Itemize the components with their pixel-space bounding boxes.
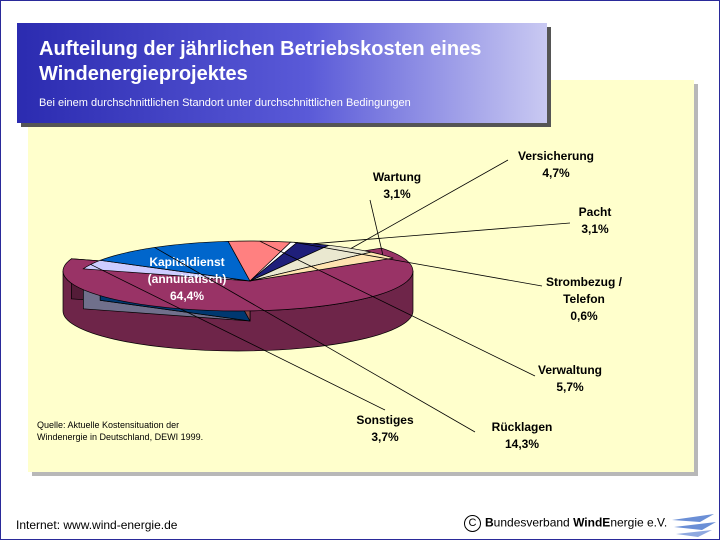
slice-label: Wartung 3,1% bbox=[373, 170, 421, 201]
leader-line bbox=[350, 159, 509, 249]
org-name-part: B bbox=[485, 515, 494, 530]
slice-name: Rücklagen bbox=[492, 420, 553, 434]
slice-label: Kapitaldienst (annuitätisch) 64,4% bbox=[148, 255, 227, 303]
leader-line bbox=[369, 199, 384, 256]
chart-title: Aufteilung der jährlichen Betriebskosten… bbox=[39, 38, 482, 85]
slice-value: 4,7% bbox=[542, 166, 570, 180]
website-link[interactable]: Internet: www.wind-energie.de bbox=[16, 518, 178, 532]
slice-name: Pacht bbox=[579, 205, 612, 219]
org-name-part: Wind bbox=[573, 515, 603, 530]
leader-line bbox=[313, 222, 571, 245]
organization-credit: C Bundesverband WindEnergie e.V. bbox=[464, 515, 667, 532]
slice-value: 5,7% bbox=[556, 380, 584, 394]
org-name-part: E bbox=[602, 515, 611, 530]
slice-name: Verwaltung bbox=[538, 363, 602, 377]
title-banner: Aufteilung der jährlichen Betriebskosten… bbox=[17, 23, 547, 123]
slice-value: 3,1% bbox=[383, 187, 411, 201]
slice-name: Sonstiges bbox=[356, 413, 414, 427]
leader-line bbox=[259, 240, 536, 377]
slice-label: Pacht 3,1% bbox=[579, 205, 612, 236]
slice-label: Strombezug / Telefon 0,6% bbox=[546, 275, 623, 323]
slice-label: Verwaltung 5,7% bbox=[538, 363, 602, 394]
leader-line bbox=[90, 264, 386, 411]
slice-label: Sonstiges 3,7% bbox=[356, 413, 414, 444]
slice-name: Wartung bbox=[373, 170, 421, 184]
slice-name: (annuitätisch) bbox=[148, 272, 227, 286]
copyright-icon: C bbox=[464, 515, 481, 532]
slice-value: 0,6% bbox=[570, 309, 598, 323]
slice-name: Kapitaldienst bbox=[149, 255, 224, 269]
slice-value: 3,1% bbox=[581, 222, 609, 236]
org-name-part: undesverband bbox=[493, 515, 574, 530]
slice-label: Versicherung 4,7% bbox=[518, 149, 594, 180]
slice-value: 14,3% bbox=[505, 437, 539, 451]
slice-name: Strombezug / bbox=[546, 275, 623, 289]
slice-value: 64,4% bbox=[170, 289, 204, 303]
slice-name: Telefon bbox=[563, 292, 605, 306]
org-name-part: nergie e.V. bbox=[610, 515, 668, 530]
source-note: Quelle: Aktuelle Kostensituation der Win… bbox=[37, 420, 204, 442]
chart-subtitle: Bei einem durchschnittlichen Standort un… bbox=[39, 97, 411, 109]
bwe-logo-icon bbox=[672, 514, 716, 537]
slice-label: Rücklagen 14,3% bbox=[492, 420, 553, 451]
slice-value: 3,7% bbox=[371, 430, 399, 444]
leader-line bbox=[293, 241, 543, 287]
slice-name: Versicherung bbox=[518, 149, 594, 163]
leader-line bbox=[154, 247, 476, 433]
